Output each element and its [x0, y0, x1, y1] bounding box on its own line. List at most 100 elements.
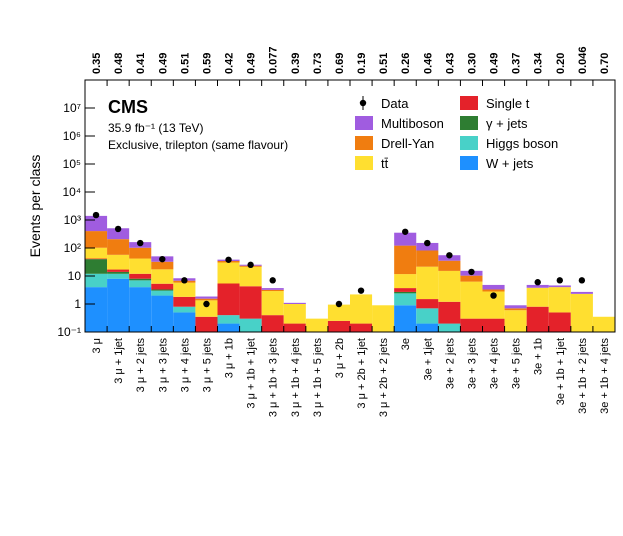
data-point — [203, 300, 210, 308]
data-point — [468, 268, 475, 276]
bar-segment — [107, 228, 130, 240]
top-label: 0.26 — [400, 53, 412, 74]
top-label: 0.41 — [135, 53, 147, 74]
bar-segment — [195, 298, 218, 301]
bar-segment — [151, 295, 174, 332]
top-label: 0.51 — [179, 53, 191, 74]
bar-segment — [504, 308, 527, 311]
bar-segment — [416, 242, 439, 251]
x-tick-label: 3 μ + 1b + 5 jets — [312, 338, 324, 418]
data-point — [335, 300, 343, 308]
bar-segment — [107, 269, 130, 272]
bar-segment — [416, 250, 439, 267]
bar-segment — [526, 287, 549, 307]
data-point — [247, 261, 254, 269]
x-tick-label: 3 μ + 1b + 4 jets — [290, 338, 302, 418]
bar-segment — [151, 289, 174, 291]
x-tick-label: 3 μ + 2b + 2 jets — [378, 338, 390, 418]
data-point — [159, 255, 166, 263]
legend-label: γ + jets — [486, 116, 528, 131]
x-tick-label: 3 μ + 1b + 1jet — [246, 338, 258, 409]
bar-segment — [129, 287, 152, 332]
bar-segment — [173, 312, 196, 332]
bar-segment — [570, 293, 593, 332]
bar-segment — [394, 293, 417, 306]
x-tick-label: 3e + 4 jets — [489, 338, 501, 390]
bar-segment — [350, 294, 373, 324]
legend-swatch — [355, 136, 373, 150]
bar-segment — [173, 306, 196, 313]
bar-segment — [239, 318, 262, 332]
y-tick-label: 10⁷ — [63, 101, 81, 115]
bar-segment — [438, 270, 461, 302]
x-tick-label: 3 μ — [91, 338, 103, 354]
data-point — [137, 239, 144, 247]
bar-segment — [107, 273, 130, 279]
bar-segment — [129, 280, 152, 288]
top-label: 0.42 — [224, 53, 236, 74]
bar-segment — [416, 299, 439, 309]
bar-segment — [129, 273, 152, 279]
top-label: 0.69 — [334, 53, 346, 74]
y-tick-label: 10⁵ — [63, 157, 81, 171]
bar-segment — [482, 318, 505, 332]
legend-label: Multiboson — [381, 116, 444, 131]
bar-segment — [482, 284, 505, 290]
bar-segment — [327, 304, 350, 321]
bar-segment — [173, 296, 196, 307]
bar-segment — [107, 271, 130, 274]
bar-segment — [195, 316, 218, 332]
x-tick-label: 3e + 3 jets — [466, 338, 478, 390]
bar-segment — [283, 302, 306, 304]
top-label: 0.49 — [489, 53, 501, 74]
top-label: 0.51 — [378, 53, 390, 74]
bar-segment — [526, 306, 549, 332]
bar-segment — [261, 291, 284, 316]
bar-segment — [394, 274, 417, 289]
data-point — [446, 252, 453, 259]
bar-segment — [217, 315, 240, 324]
legend-swatch — [460, 136, 478, 150]
bar-segment — [460, 281, 483, 319]
legend-label: W + jets — [486, 156, 534, 171]
top-label: 0.046 — [577, 46, 589, 74]
data-point — [357, 287, 365, 294]
x-tick-label: 3 μ + 1jet — [113, 338, 125, 384]
data-point — [181, 277, 188, 284]
x-tick-label: 3 μ + 3 jets — [157, 338, 169, 393]
x-tick-label: 3e — [400, 338, 412, 350]
x-tick-label: 3 μ + 5 jets — [201, 338, 213, 393]
top-label: 0.19 — [356, 53, 368, 74]
top-label: 0.73 — [312, 53, 324, 74]
bar-segment — [526, 284, 549, 288]
bar-segment — [305, 318, 328, 332]
y-tick-label: 10⁴ — [62, 185, 81, 199]
bar-segment — [394, 291, 417, 294]
data-point — [424, 239, 431, 247]
bar-segment — [151, 283, 174, 290]
top-label: 0.46 — [422, 53, 434, 74]
bar-segment — [85, 259, 108, 274]
lumi: 35.9 fb⁻¹ (13 TeV) — [108, 121, 204, 135]
bar-segment — [482, 289, 505, 292]
data-point — [402, 228, 409, 235]
legend-swatch — [355, 156, 373, 170]
bar-segment — [548, 287, 571, 313]
experiment: CMS — [108, 97, 148, 117]
bar-segment — [504, 310, 527, 332]
bar-segment — [151, 290, 174, 296]
top-label: 0.35 — [91, 53, 103, 74]
bar-segment — [394, 288, 417, 292]
data-point — [114, 225, 122, 233]
bar-segment — [239, 266, 262, 287]
bar-segment — [85, 247, 108, 259]
bar-segment — [438, 260, 461, 271]
legend-label: Data — [381, 96, 409, 111]
bar-segment — [394, 305, 417, 332]
bar-segment — [416, 308, 439, 324]
bar-segment — [217, 262, 240, 284]
y-tick-label: 10⁻¹ — [57, 325, 81, 339]
bar-segment — [283, 304, 306, 324]
data-point — [269, 277, 276, 284]
